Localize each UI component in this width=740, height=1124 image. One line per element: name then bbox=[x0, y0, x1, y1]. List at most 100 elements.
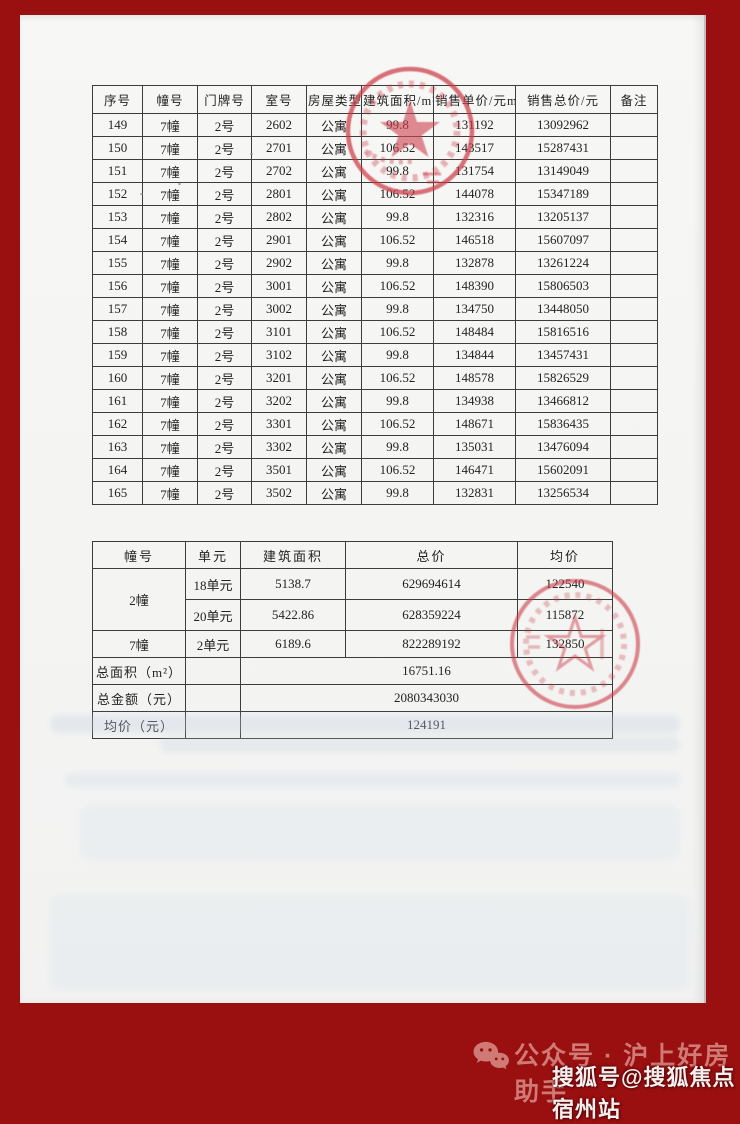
table-cell: 154 bbox=[92, 228, 143, 252]
table-cell: 165 bbox=[92, 481, 143, 505]
table-cell: 公寓 bbox=[306, 458, 362, 482]
table-cell: 3102 bbox=[251, 343, 307, 367]
column-header: 备注 bbox=[610, 85, 658, 114]
table-cell: 2701 bbox=[251, 136, 307, 160]
table-cell: 148578 bbox=[433, 366, 516, 390]
table-cell: 146518 bbox=[433, 228, 516, 252]
table-cell: 3201 bbox=[251, 366, 307, 390]
table-cell: 7幢 bbox=[142, 251, 198, 275]
summary-col-area: 建筑面积 bbox=[240, 541, 346, 569]
table-cell: 13448050 bbox=[515, 297, 611, 321]
table-cell: 162 bbox=[92, 412, 143, 436]
table-row: 154 7幢 2号 2901 公寓 106.52 146518 15607097 bbox=[92, 228, 658, 252]
total-label: 总面积（m²） bbox=[92, 657, 186, 685]
table-cell: 131192 bbox=[433, 113, 516, 137]
area-cell: 6189.6 bbox=[240, 630, 346, 658]
table-cell: 公寓 bbox=[306, 343, 362, 367]
table-cell: 3501 bbox=[251, 458, 307, 482]
dust-speck bbox=[250, 153, 253, 155]
table-cell: 15826529 bbox=[515, 366, 611, 390]
table-cell: 2号 bbox=[197, 113, 252, 137]
total-cell: 628359224 bbox=[345, 599, 518, 631]
table-cell: 3302 bbox=[251, 435, 307, 459]
price-table-body: 149 7幢 2号 2602 公寓 99.8 131192 13092962 150 7幢 2号 27… bbox=[92, 113, 658, 505]
column-header: 销售总价/元 bbox=[515, 85, 611, 114]
table-cell: 7幢 bbox=[142, 182, 198, 206]
table-cell: 99.8 bbox=[361, 343, 434, 367]
table-row: 163 7幢 2号 3302 公寓 99.8 135031 13476094 bbox=[92, 435, 658, 459]
table-cell: 公寓 bbox=[306, 481, 362, 505]
table-cell: 99.8 bbox=[361, 251, 434, 275]
total-value: 124191 bbox=[240, 711, 613, 739]
scan-artifact bbox=[160, 737, 680, 752]
table-cell: 99.8 bbox=[361, 297, 434, 321]
table-cell: 7幢 bbox=[142, 343, 198, 367]
table-cell: 7幢 bbox=[142, 274, 198, 298]
footer-band: 公众号 · 沪上好房助手 搜狐号@搜狐焦点宿州站 bbox=[0, 1003, 740, 1122]
building-cell: 7幢 bbox=[92, 630, 186, 658]
table-cell bbox=[610, 113, 658, 137]
table-cell: 132878 bbox=[433, 251, 516, 275]
table-cell: 公寓 bbox=[306, 159, 362, 183]
table-cell: 134938 bbox=[433, 389, 516, 413]
table-cell: 7幢 bbox=[142, 205, 198, 229]
table-row: 161 7幢 2号 3202 公寓 99.8 134938 13466812 bbox=[92, 389, 658, 413]
table-cell: 132831 bbox=[433, 481, 516, 505]
table-cell: 公寓 bbox=[306, 136, 362, 160]
summary-row: 7幢 2单元 6189.6 822289192 132850 bbox=[92, 630, 613, 658]
table-cell: 2号 bbox=[197, 481, 252, 505]
table-cell: 7幢 bbox=[142, 412, 198, 436]
total-cell: 822289192 bbox=[345, 630, 518, 658]
table-cell: 106.52 bbox=[361, 136, 434, 160]
table-cell: 2802 bbox=[251, 205, 307, 229]
table-cell: 2901 bbox=[251, 228, 307, 252]
table-row: 157 7幢 2号 3002 公寓 99.8 134750 13448050 bbox=[92, 297, 658, 321]
table-cell: 149 bbox=[92, 113, 143, 137]
total-label: 总金额（元） bbox=[92, 684, 186, 712]
unit-cell: 20单元 bbox=[185, 599, 241, 631]
table-cell: 公寓 bbox=[306, 297, 362, 321]
area-cell: 5138.7 bbox=[240, 568, 346, 600]
table-cell: 2号 bbox=[197, 435, 252, 459]
table-cell: 7幢 bbox=[142, 159, 198, 183]
table-cell: 公寓 bbox=[306, 113, 362, 137]
price-table-header-row: 序号 幢号 门牌号 室号 房屋类型 建筑面积/m² 销售单价/元m² 销售总价/元 备注 bbox=[92, 85, 658, 114]
table-cell bbox=[610, 343, 658, 367]
table-cell bbox=[610, 159, 658, 183]
table-cell: 3301 bbox=[251, 412, 307, 436]
table-cell: 公寓 bbox=[306, 182, 362, 206]
wechat-icon bbox=[473, 1041, 509, 1070]
avg-price-row: 均价（元） 124191 bbox=[92, 711, 613, 739]
table-cell: 99.8 bbox=[361, 205, 434, 229]
table-cell: 公寓 bbox=[306, 251, 362, 275]
table-cell: 106.52 bbox=[361, 366, 434, 390]
table-row: 162 7幢 2号 3301 公寓 106.52 148671 15836435 bbox=[92, 412, 658, 436]
table-cell: 159 bbox=[92, 343, 143, 367]
table-row: 159 7幢 2号 3102 公寓 99.8 134844 13457431 bbox=[92, 343, 658, 367]
table-cell: 2602 bbox=[251, 113, 307, 137]
table-cell: 99.8 bbox=[361, 113, 434, 137]
summary-col-building: 幢号 bbox=[92, 541, 186, 569]
table-cell: 15806503 bbox=[515, 274, 611, 298]
table-cell: 15347189 bbox=[515, 182, 611, 206]
table-cell: 106.52 bbox=[361, 182, 434, 206]
table-cell: 2702 bbox=[251, 159, 307, 183]
table-cell: 2801 bbox=[251, 182, 307, 206]
table-cell: 148484 bbox=[433, 320, 516, 344]
table-cell: 3001 bbox=[251, 274, 307, 298]
table-cell bbox=[610, 251, 658, 275]
table-cell: 2号 bbox=[197, 159, 252, 183]
table-cell: 2号 bbox=[197, 458, 252, 482]
table-cell: 153 bbox=[92, 205, 143, 229]
table-cell: 106.52 bbox=[361, 412, 434, 436]
document-page: 序号 幢号 门牌号 室号 房屋类型 建筑面积/m² 销售单价/元m² 销售总价/元 备注 149… bbox=[20, 15, 706, 1003]
table-cell: 106.52 bbox=[361, 320, 434, 344]
table-cell: 15287431 bbox=[515, 136, 611, 160]
avg-cell: 115872 bbox=[517, 599, 613, 631]
total-amount-row: 总金额（元） 2080343030 bbox=[92, 684, 613, 712]
table-cell: 144078 bbox=[433, 182, 516, 206]
table-cell: 公寓 bbox=[306, 435, 362, 459]
table-cell: 134844 bbox=[433, 343, 516, 367]
table-cell: 152 bbox=[92, 182, 143, 206]
spacer-cell bbox=[185, 657, 241, 685]
